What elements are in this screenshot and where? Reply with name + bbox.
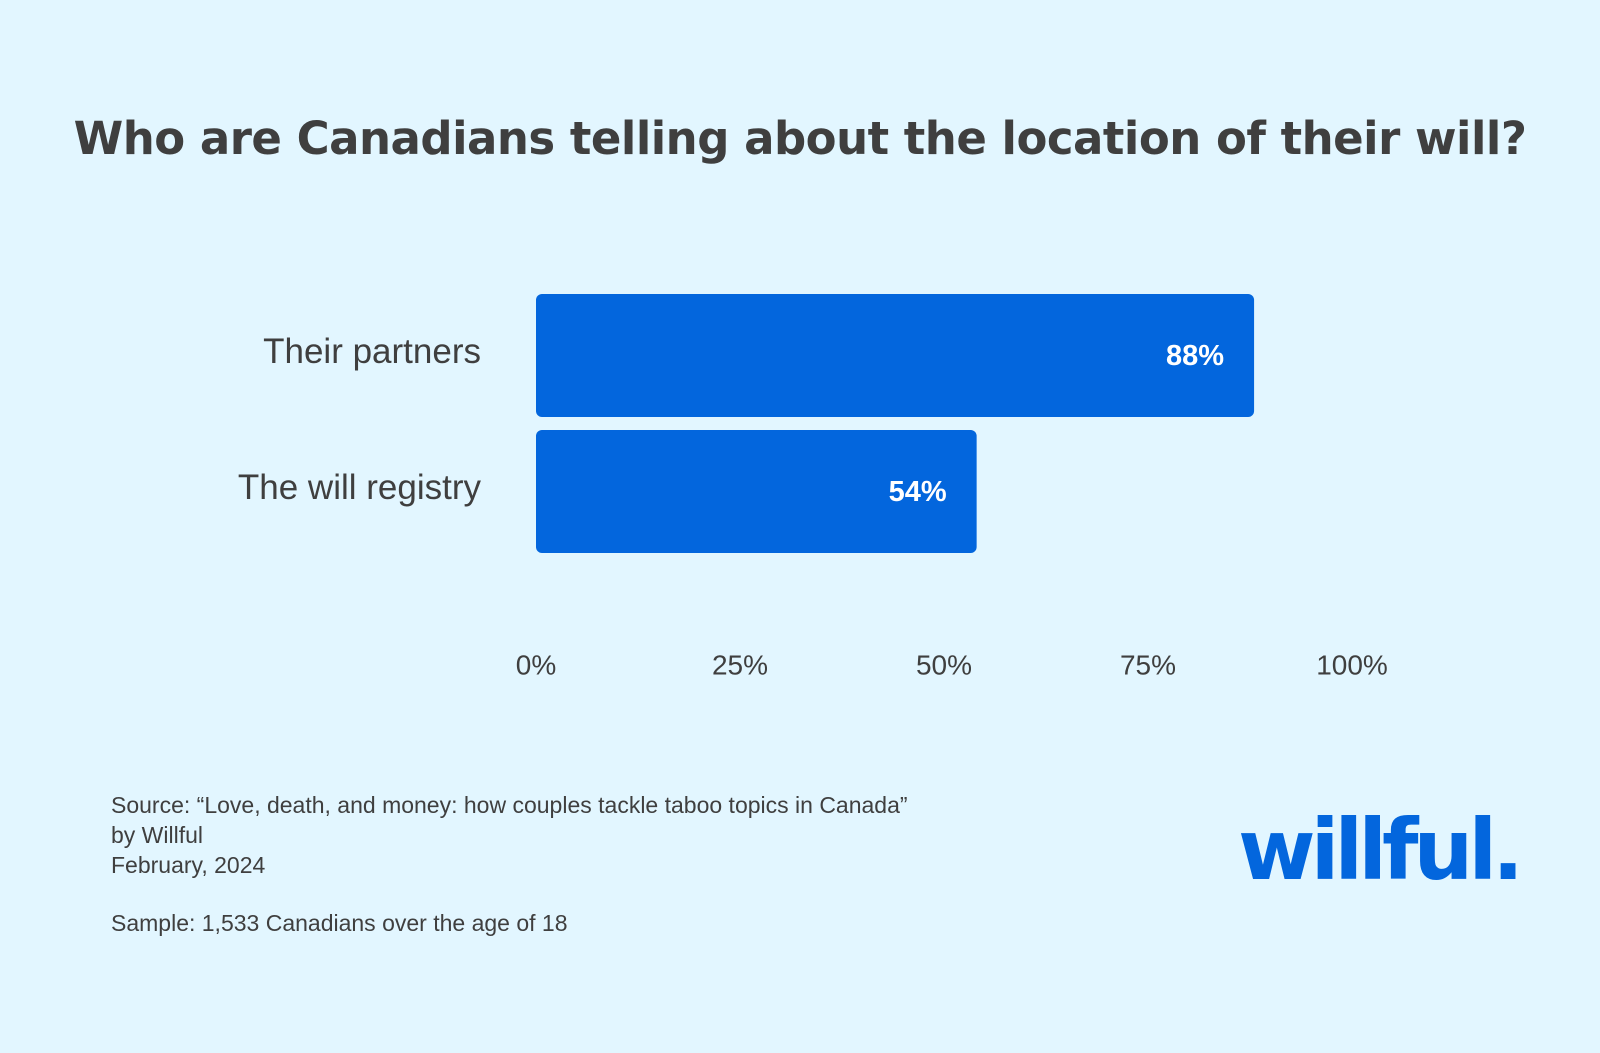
source-line-2: by Willful	[111, 822, 204, 848]
x-tick-label-0: 0%	[516, 649, 556, 680]
category-label-1: The will registry	[238, 468, 482, 507]
value-label-0: 88%	[1166, 340, 1224, 372]
sample-note: Sample: 1,533 Canadians over the age of …	[111, 910, 568, 936]
bar-0	[536, 294, 1255, 417]
chart-title: Who are Canadians telling about the loca…	[73, 112, 1527, 165]
source-note: Source: “Love, death, and money: how cou…	[111, 790, 908, 938]
source-date: February, 2024	[111, 852, 266, 878]
x-tick-label-1: 25%	[712, 649, 768, 680]
source-line-1: Source: “Love, death, and money: how cou…	[111, 792, 908, 818]
x-tick-label-2: 50%	[916, 649, 972, 680]
x-tick-label-3: 75%	[1120, 649, 1176, 680]
bar-1	[536, 430, 977, 553]
x-tick-label-4: 100%	[1316, 649, 1388, 680]
willful-logo: willful.	[1238, 801, 1524, 899]
category-label-0: Their partners	[263, 332, 481, 371]
value-label-1: 54%	[889, 476, 947, 508]
